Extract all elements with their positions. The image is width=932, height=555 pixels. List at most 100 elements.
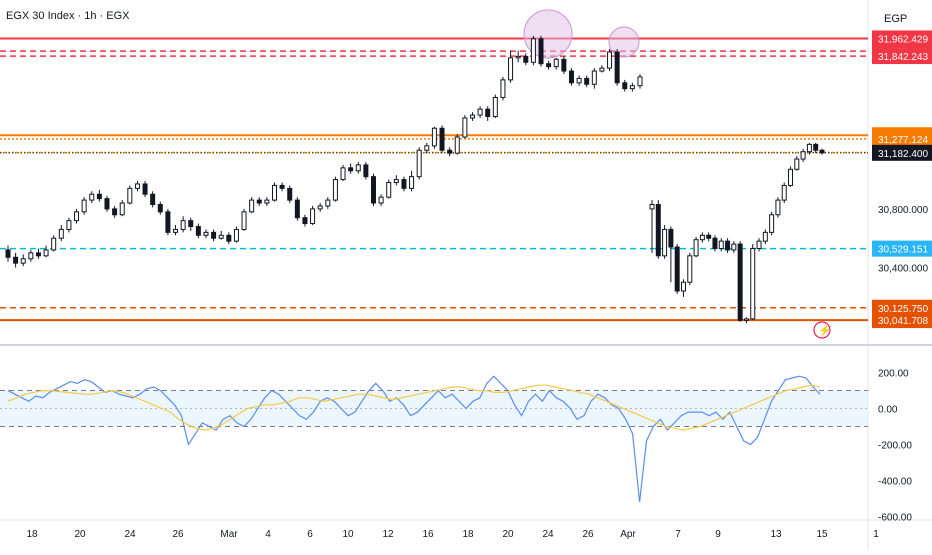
price-tick-label: 30,800.000 [878,205,928,216]
candle [712,237,718,249]
candle [699,234,705,241]
candle [674,246,680,292]
osc-tick-label: 200.00 [878,369,909,380]
candle [409,176,415,189]
candle [325,199,331,207]
candle [348,167,354,172]
candle [687,255,693,283]
level-label: 30,529.151 [878,245,928,256]
candle [800,151,806,160]
candle [317,205,323,210]
candle [233,228,239,242]
candle [119,202,125,216]
candle [28,252,34,260]
time-tick-label: 26 [172,529,184,540]
candle [706,234,712,239]
time-tick-label: 4 [265,529,271,540]
candle [66,220,72,230]
level-label-bg [872,312,932,329]
candle [515,55,521,59]
candle [737,243,743,321]
candle [43,249,49,257]
time-tick-label: 7 [675,529,681,540]
last-price-label: 31,182.400 [878,149,928,160]
candle [35,252,41,257]
candle [302,217,308,225]
candle [637,76,643,87]
candle [363,164,369,178]
candle [142,183,148,195]
candle [74,211,80,222]
candle [256,199,262,204]
candle [264,199,270,204]
candle [157,203,163,213]
highlight-circle [523,9,573,59]
candle [806,143,812,153]
candle [370,176,376,204]
last-price-bg [872,144,932,161]
candle [781,184,787,201]
candle [294,199,300,219]
candle [134,183,140,189]
level-label-bg [872,240,932,257]
candle [680,281,686,292]
candle [584,77,590,85]
highlight-circle [608,26,640,58]
candle [655,203,661,257]
candle [462,117,468,138]
candle [218,234,224,239]
time-tick-label: 24 [124,529,136,540]
candle [725,240,731,251]
candle [614,51,620,84]
candle [332,179,338,201]
candle [576,77,582,84]
candle [424,145,430,151]
level-label-bg [872,299,932,316]
time-tick-label: 10 [342,529,354,540]
candle [477,108,483,116]
time-tick-label: 18 [26,529,38,540]
candle [173,228,179,233]
chart-title: EGX 30 Index · 1h · EGX [6,10,130,22]
candle [794,158,800,170]
candle [762,231,768,242]
candle [211,231,217,239]
candle [165,211,171,233]
time-tick-label: 9 [715,529,721,540]
candle [279,184,285,189]
candle [568,70,574,84]
candle [492,96,498,118]
time-tick-label: 12 [382,529,394,540]
candle [750,247,756,320]
time-tick-label: 20 [74,529,86,540]
candle [649,203,655,210]
level-label: 31,842.243 [878,52,928,63]
candle [13,256,19,264]
time-tick-label: Mar [220,529,238,540]
candle [819,149,825,154]
osc-tick-label: 0.00 [878,405,898,416]
osc-tick-label: -400.00 [878,476,912,487]
candle [241,211,247,230]
candle [51,237,57,251]
candle [393,179,399,183]
candle [310,208,316,225]
candle [58,228,64,239]
candle [538,38,544,65]
candle [561,58,567,72]
candle [150,193,156,205]
candle [599,67,605,72]
alert-icon-glyph: ⚡ [818,324,832,337]
candle [454,136,460,154]
currency-label: EGP [884,13,908,25]
level-label-bg [872,130,932,147]
level-label: 31,962.429 [878,34,928,45]
candle [104,198,110,210]
candle [485,108,491,118]
candle [180,220,186,230]
candle [788,168,794,186]
osc-series-line [7,375,821,503]
candle [769,214,775,233]
